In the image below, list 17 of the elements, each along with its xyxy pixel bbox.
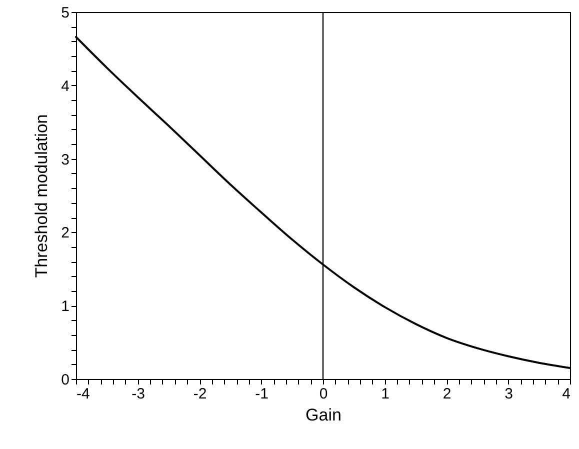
x-axis-title: Gain (306, 406, 342, 424)
x-tick-label: -4 (76, 386, 90, 402)
x-tick-label: 1 (381, 386, 390, 402)
x-tick-label: 4 (562, 386, 570, 402)
y-tick-label: 0 (61, 372, 70, 388)
x-tick-label: -1 (255, 386, 268, 402)
y-tick-label: 3 (61, 151, 70, 168)
x-tick-label: 0 (319, 386, 328, 402)
y-axis-title: Threshold modulation (32, 114, 52, 278)
x-tick-label: -2 (193, 386, 207, 402)
x-tick-label: 2 (442, 386, 452, 402)
x-tick-label: 3 (504, 386, 513, 402)
y-tick-label: 1 (61, 298, 70, 316)
x-tick-label: -3 (132, 386, 145, 402)
y-tick-label: 4 (61, 78, 70, 95)
y-tick-label: 5 (61, 4, 70, 22)
y-tick-label: 2 (61, 224, 70, 242)
